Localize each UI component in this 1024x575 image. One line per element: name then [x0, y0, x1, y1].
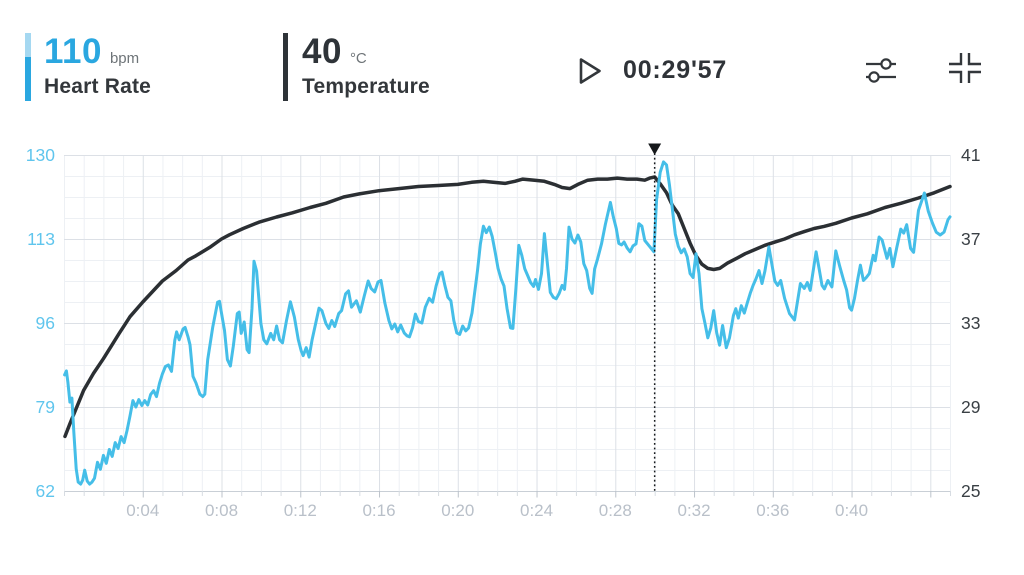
x-tick-label: 0:04 — [126, 501, 159, 520]
x-tick-label: 0:32 — [677, 501, 710, 520]
cursor-marker[interactable] — [648, 143, 662, 156]
sliders-icon — [866, 58, 896, 83]
x-tick-label: 0:24 — [520, 501, 553, 520]
temperature-accent-bar-fill — [283, 33, 288, 101]
y-right-labels: 41 37 33 29 25 — [961, 145, 980, 501]
settings-button[interactable] — [860, 52, 900, 86]
temperature-tick-label: 37 — [961, 229, 980, 249]
temperature-line — [63, 175, 952, 439]
temperature-accent-bar — [283, 33, 288, 101]
temperature-unit: °C — [349, 50, 367, 67]
temperature-tick-label: 25 — [961, 481, 980, 501]
heart-rate-unit: bpm — [109, 50, 140, 67]
heart-rate-accent-bar-dark — [25, 57, 31, 101]
x-axis-ticks — [64, 491, 951, 498]
collapse-corners-icon — [949, 53, 981, 83]
elapsed-timer: 00:29'57 — [623, 56, 728, 84]
x-tick-label: 0:12 — [284, 501, 317, 520]
heart-rate-tick-label: 96 — [36, 313, 55, 333]
heart-rate-tick-label: 62 — [36, 481, 55, 501]
heart-rate-accent-bar-light — [25, 33, 31, 57]
y-left-labels: 130 113 96 79 62 — [26, 145, 55, 501]
heart-rate-tick-label: 130 — [26, 145, 55, 165]
heart-rate-label: Heart Rate — [44, 75, 152, 98]
heart-rate-tick-label: 79 — [36, 397, 55, 417]
heart-rate-tick-label: 113 — [27, 229, 55, 249]
temperature-metric: 40 °C Temperature — [283, 33, 430, 101]
x-axis-labels: 0:04 0:08 0:12 0:16 0:20 0:24 0:28 0:32 0:36 0:40 — [126, 501, 868, 520]
x-tick-label: 0:20 — [441, 501, 474, 520]
play-icon — [579, 58, 601, 84]
collapse-button[interactable] — [946, 50, 986, 86]
cursor[interactable] — [648, 143, 662, 492]
x-tick-label: 0:16 — [362, 501, 395, 520]
grid-major — [64, 155, 950, 492]
temperature-tick-label: 29 — [961, 397, 980, 417]
x-tick-label: 0:28 — [599, 501, 632, 520]
heart-rate-line — [63, 160, 952, 486]
temperature-value: 40 — [302, 32, 342, 71]
x-tick-label: 0:40 — [835, 501, 868, 520]
x-tick-label: 0:08 — [205, 501, 238, 520]
temperature-tick-label: 33 — [961, 313, 980, 333]
temperature-tick-label: 41 — [961, 145, 980, 165]
heart-rate-value: 110 — [44, 32, 102, 71]
heart-rate-accent-bar — [25, 33, 31, 101]
x-tick-label: 0:36 — [756, 501, 789, 520]
play-button[interactable] — [575, 56, 605, 86]
temperature-label: Temperature — [302, 75, 430, 98]
heart-rate-metric: 110 bpm Heart Rate — [25, 33, 151, 101]
